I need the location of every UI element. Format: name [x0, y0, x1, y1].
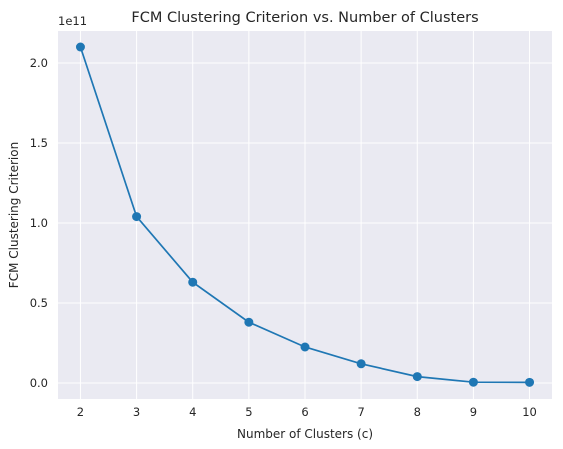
data-point [525, 377, 535, 387]
x-tick-label: 9 [470, 405, 477, 419]
y-tick-label: 0.0 [30, 376, 48, 390]
x-tick-label: 3 [133, 405, 140, 419]
x-tick-label: 8 [414, 405, 421, 419]
x-tick-label: 5 [245, 405, 252, 419]
data-point [75, 42, 85, 52]
y-offset-label: 1e11 [58, 14, 87, 28]
x-axis-label: Number of Clusters (c) [237, 427, 373, 441]
y-tick-label: 1.0 [30, 216, 48, 230]
data-point [132, 212, 142, 222]
data-point [244, 317, 254, 327]
data-points [75, 42, 535, 387]
data-point [468, 377, 478, 387]
y-axis-ticks: 0.0 0.5 1.0 1.5 2.0 [30, 56, 48, 390]
y-tick-label: 2.0 [30, 56, 48, 70]
x-tick-label: 10 [522, 405, 537, 419]
y-tick-label: 0.5 [30, 296, 48, 310]
data-point [412, 372, 422, 382]
x-tick-label: 4 [189, 405, 196, 419]
data-point [188, 277, 198, 287]
data-point [300, 342, 310, 352]
x-tick-label: 7 [357, 405, 364, 419]
data-point [356, 359, 366, 369]
y-axis-label: FCM Clustering Criterion [7, 142, 21, 288]
x-tick-label: 2 [77, 405, 84, 419]
x-tick-label: 6 [301, 405, 308, 419]
chart-title: FCM Clustering Criterion vs. Number of C… [131, 10, 478, 26]
x-axis-ticks: 2 3 4 5 6 7 8 9 10 [77, 405, 537, 419]
y-tick-label: 1.5 [30, 136, 48, 150]
